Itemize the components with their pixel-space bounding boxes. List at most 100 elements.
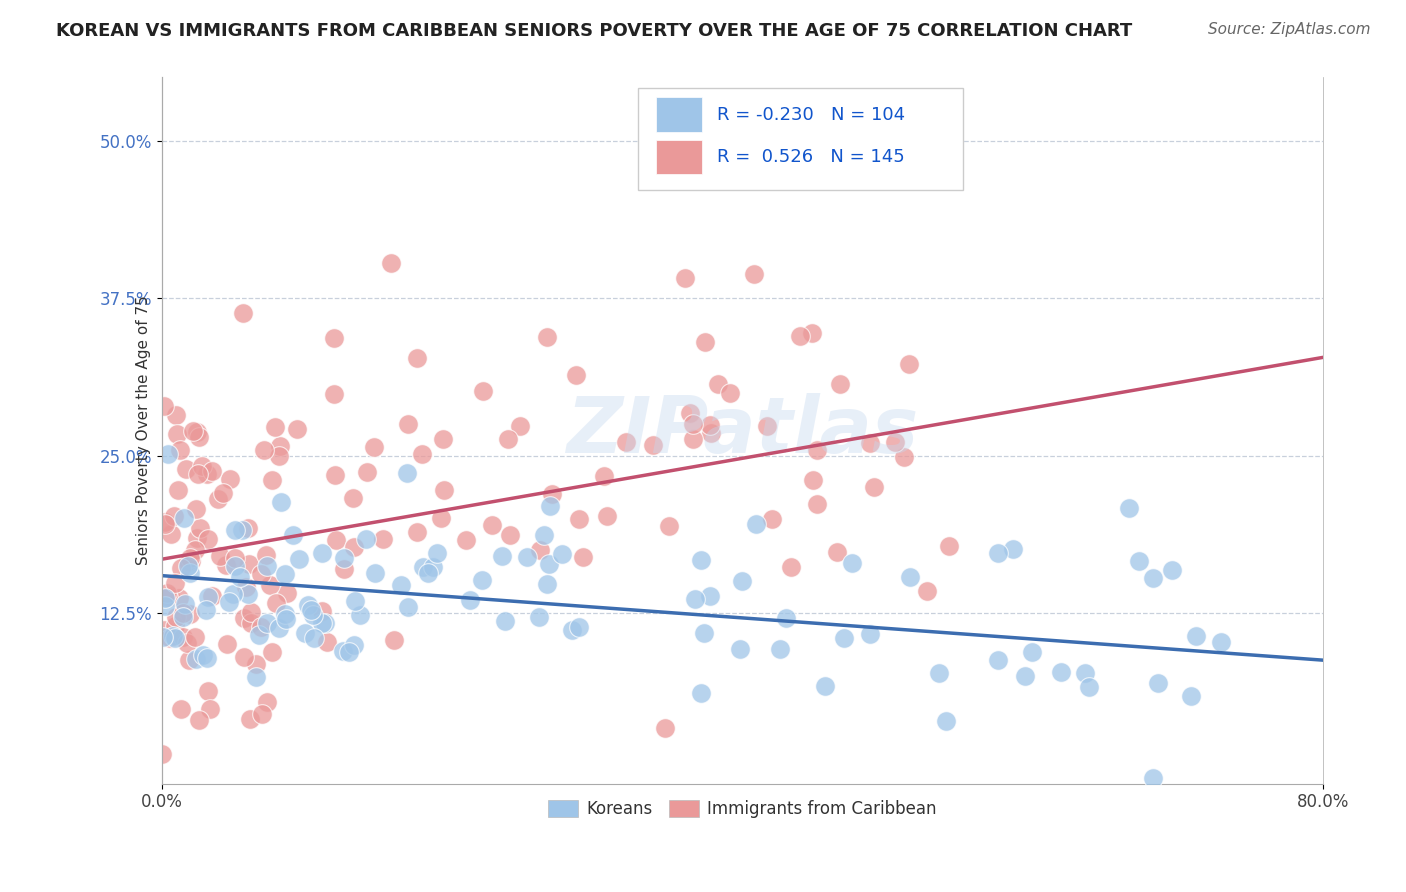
Point	[165, 409, 187, 423]
Point	[186, 652, 208, 666]
Point	[187, 430, 209, 444]
Point	[382, 632, 405, 647]
Point	[679, 406, 702, 420]
Point	[915, 584, 938, 599]
Point	[1014, 668, 1036, 682]
Point	[195, 467, 218, 481]
Point	[508, 418, 530, 433]
Point	[260, 645, 283, 659]
Point	[673, 270, 696, 285]
Point	[250, 620, 273, 634]
Point	[184, 543, 207, 558]
Point	[343, 540, 366, 554]
Point	[1142, 771, 1164, 785]
Point	[172, 631, 194, 645]
Point	[565, 368, 588, 382]
Point	[690, 686, 713, 700]
Point	[212, 485, 235, 500]
Point	[1146, 676, 1168, 690]
Point	[801, 473, 824, 487]
Point	[302, 608, 325, 623]
Point	[1209, 635, 1232, 649]
Point	[219, 472, 242, 486]
Point	[232, 610, 254, 624]
Point	[430, 511, 453, 525]
Point	[1128, 554, 1150, 568]
Point	[159, 632, 181, 646]
Point	[699, 418, 721, 433]
Point	[897, 357, 920, 371]
Point	[172, 610, 194, 624]
FancyBboxPatch shape	[638, 88, 963, 191]
Point	[529, 542, 551, 557]
Point	[259, 578, 281, 592]
Point	[456, 533, 478, 547]
Point	[742, 267, 765, 281]
Point	[169, 443, 191, 458]
Point	[707, 377, 730, 392]
Point	[1142, 571, 1164, 585]
Point	[162, 629, 184, 643]
Point	[197, 683, 219, 698]
Point	[159, 589, 181, 603]
Point	[215, 558, 238, 573]
Point	[235, 580, 257, 594]
Point	[256, 558, 278, 573]
Point	[342, 491, 364, 505]
Point	[682, 432, 704, 446]
Point	[405, 351, 427, 366]
Point	[731, 574, 754, 588]
Point	[163, 619, 186, 633]
Point	[561, 623, 583, 637]
Point	[262, 473, 284, 487]
Point	[314, 615, 336, 630]
Point	[411, 447, 433, 461]
Point	[174, 462, 197, 476]
Point	[181, 425, 204, 439]
Point	[173, 510, 195, 524]
Point	[550, 547, 572, 561]
Point	[363, 440, 385, 454]
Point	[269, 439, 291, 453]
Point	[179, 566, 201, 580]
Point	[333, 550, 356, 565]
Point	[186, 467, 208, 482]
Point	[806, 442, 828, 457]
Point	[197, 651, 219, 665]
Point	[859, 626, 882, 640]
Point	[425, 546, 447, 560]
Point	[316, 635, 339, 649]
Point	[693, 335, 716, 350]
Point	[232, 305, 254, 319]
Point	[263, 419, 285, 434]
Point	[343, 638, 366, 652]
Point	[253, 442, 276, 457]
Point	[806, 497, 828, 511]
Point	[224, 551, 246, 566]
Point	[240, 616, 263, 631]
Point	[176, 635, 198, 649]
Point	[354, 532, 377, 546]
Point	[201, 464, 224, 478]
Point	[311, 616, 333, 631]
Point	[1180, 690, 1202, 704]
Point	[654, 721, 676, 735]
Point	[224, 559, 246, 574]
Point	[458, 592, 481, 607]
Point	[197, 590, 219, 604]
Point	[169, 591, 191, 605]
Point	[396, 417, 419, 431]
Point	[498, 432, 520, 446]
Point	[825, 544, 848, 558]
Point	[814, 679, 837, 693]
Point	[302, 632, 325, 646]
Point	[769, 641, 792, 656]
Point	[516, 550, 538, 565]
Point	[472, 384, 495, 399]
Point	[893, 450, 915, 465]
Point	[356, 465, 378, 479]
Point	[491, 549, 513, 563]
Point	[191, 648, 214, 662]
Point	[935, 714, 957, 728]
Point	[938, 539, 960, 553]
